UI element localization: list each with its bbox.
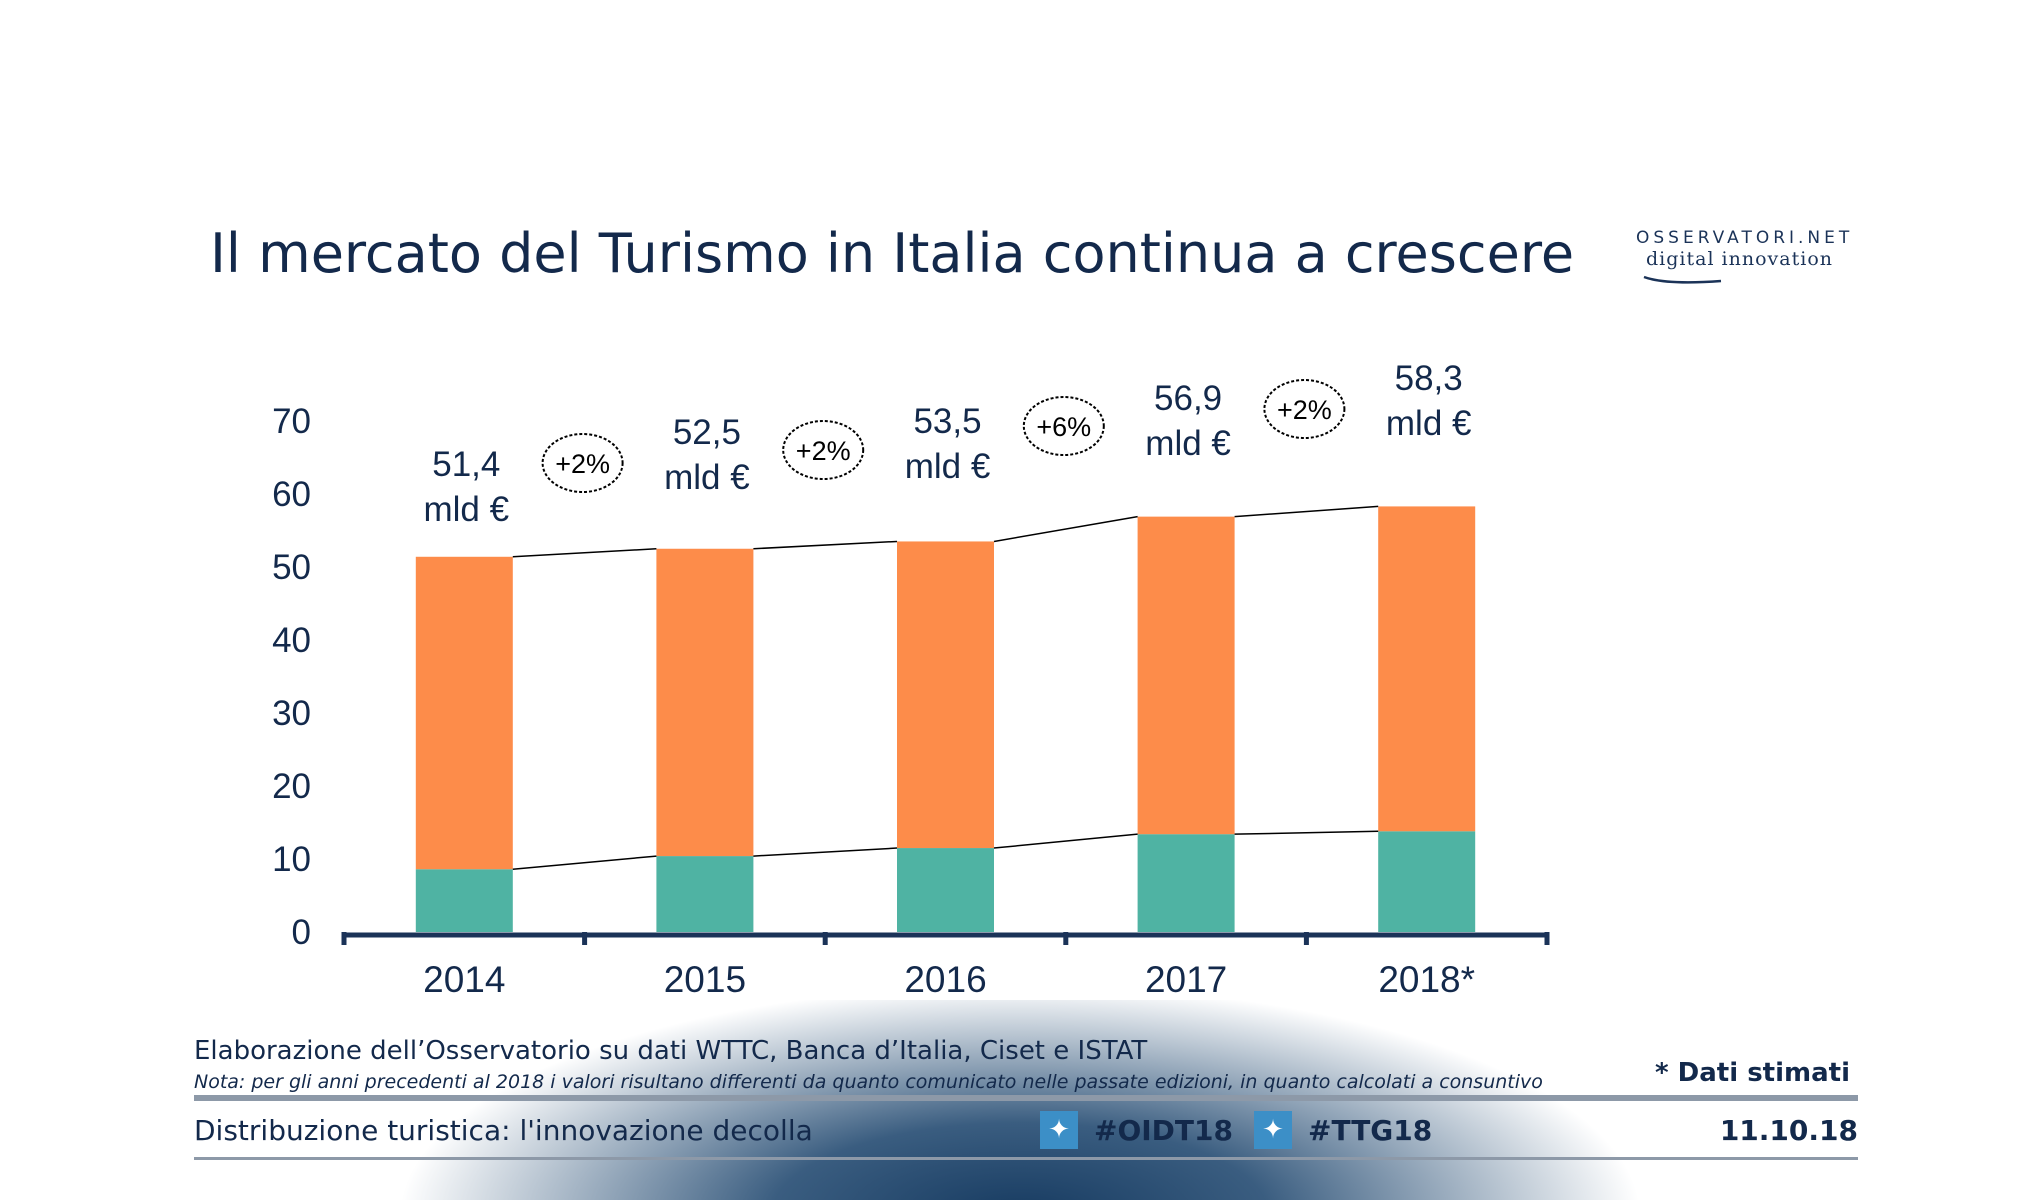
growth-label: +2%	[555, 449, 610, 479]
bar-segment	[415, 869, 513, 932]
total-value-label: 58,3	[1395, 359, 1463, 398]
connector-line	[753, 847, 898, 857]
page-title: Il mercato del Turismo in Italia continu…	[210, 222, 1575, 285]
twitter-icon[interactable]: ✦	[1040, 1111, 1078, 1149]
bar-segment	[897, 541, 994, 849]
bar-segment	[1378, 506, 1476, 832]
logo-swoosh-icon	[1643, 275, 1722, 284]
total-value-label: 52,5	[673, 413, 741, 452]
hashtag-oidt18[interactable]: #OIDT18	[1094, 1114, 1233, 1147]
y-tick-label: 0	[292, 913, 311, 952]
bar-segment	[415, 556, 513, 870]
y-tick-label: 60	[272, 475, 311, 514]
hashtag-ttg18[interactable]: #TTG18	[1308, 1114, 1433, 1147]
growth-badge	[1263, 379, 1346, 439]
bar-segment	[1137, 516, 1235, 835]
y-tick-label: 30	[272, 694, 311, 733]
growth-badge	[541, 433, 624, 493]
total-unit-label: mld €	[1386, 404, 1472, 443]
connector-line	[993, 515, 1138, 543]
connector-line	[1234, 505, 1379, 518]
footer-divider	[194, 1095, 1858, 1101]
x-tick-label: 2014	[423, 959, 505, 1000]
total-value-label: 53,5	[913, 402, 981, 441]
event-title: Distribuzione turistica: l'innovazione d…	[194, 1114, 813, 1147]
footer-bottom-rule	[194, 1157, 1858, 1160]
growth-label: +2%	[796, 436, 851, 466]
estimated-note: * Dati stimati	[1655, 1058, 1850, 1088]
connector-line	[512, 548, 657, 558]
x-tick-label: 2015	[664, 959, 746, 1000]
growth-badge	[1022, 396, 1105, 456]
connector-line	[753, 540, 898, 550]
total-value-label: 51,4	[432, 445, 500, 484]
bar-segment	[1137, 834, 1235, 932]
total-unit-label: mld €	[424, 490, 510, 529]
x-tick-label: 2016	[904, 959, 986, 1000]
note-text: Nota: per gli anni precedenti al 2018 i …	[194, 1071, 1543, 1093]
x-tick-label: 2018*	[1378, 959, 1475, 1000]
osservatori-logo: OSSERVATORI.NET digital innovation	[1636, 228, 1853, 289]
bar-segment	[897, 848, 994, 932]
connector-line	[1234, 830, 1379, 835]
connector-line	[993, 833, 1138, 849]
date-text: 11.10.18	[1719, 1114, 1858, 1147]
x-tick-label: 2017	[1145, 959, 1227, 1000]
growth-badge	[782, 420, 865, 480]
total-unit-label: mld €	[1145, 424, 1231, 463]
growth-label: +2%	[1277, 395, 1332, 425]
bar-segment	[656, 856, 754, 932]
twitter-icon[interactable]: ✦	[1254, 1111, 1292, 1149]
connector-line	[512, 855, 657, 870]
y-tick-label: 50	[272, 548, 311, 587]
total-unit-label: mld €	[905, 447, 991, 486]
y-tick-label: 70	[272, 402, 311, 441]
logo-top-text: OSSERVATORI.NET	[1636, 228, 1854, 248]
total-value-label: 56,9	[1154, 379, 1222, 418]
y-tick-label: 10	[272, 840, 311, 879]
bar-segment	[1378, 831, 1476, 932]
bar-segment	[656, 548, 754, 857]
total-unit-label: mld €	[664, 458, 750, 497]
source-text: Elaborazione dell’Osservatorio su dati W…	[194, 1036, 1148, 1066]
stacked-bar-chart: 0 10 20 30 40 50 60 70 2014 2015 2016 2017 2018* 51,4…	[272, 359, 1550, 1000]
growth-label: +6%	[1036, 412, 1091, 442]
y-tick-label: 20	[272, 767, 311, 806]
y-tick-label: 40	[272, 621, 311, 660]
logo-bottom-text: digital innovation	[1646, 248, 1833, 270]
